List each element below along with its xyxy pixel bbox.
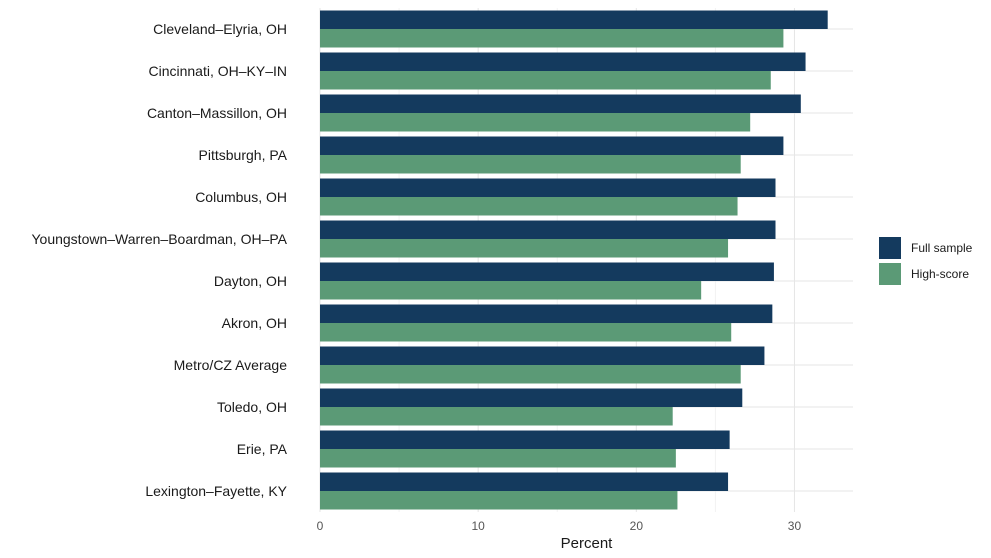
x-axis-title: Percent (561, 535, 614, 552)
bar-high-score (320, 365, 741, 384)
legend-label: High-score (911, 267, 969, 281)
category-label: Lexington–Fayette, KY (145, 483, 287, 499)
category-label: Dayton, OH (214, 273, 287, 289)
bar-high-score (320, 155, 741, 174)
bar-full-sample (320, 430, 730, 449)
bar-high-score (320, 449, 676, 468)
bar-full-sample (320, 52, 806, 71)
bar-full-sample (320, 388, 743, 407)
bar-high-score (320, 323, 732, 342)
x-tick-label: 30 (788, 519, 802, 533)
bar-full-sample (320, 178, 776, 197)
bar-full-sample (320, 346, 765, 365)
category-label: Cleveland–Elyria, OH (153, 21, 287, 37)
bar-high-score (320, 197, 738, 216)
bar-high-score (320, 71, 771, 90)
bar-high-score (320, 29, 784, 48)
category-label: Metro/CZ Average (174, 357, 288, 373)
category-label: Cincinnati, OH–KY–IN (148, 63, 287, 79)
legend-label: Full sample (911, 241, 973, 255)
bar-high-score (320, 281, 702, 300)
category-label: Canton–Massillon, OH (147, 105, 287, 121)
bar-high-score (320, 491, 678, 510)
bar-full-sample (320, 304, 773, 323)
bar-full-sample (320, 94, 801, 113)
bars (320, 10, 828, 510)
category-labels: Cleveland–Elyria, OH Cincinnati, OH–KY–IN… (31, 21, 287, 499)
bar-full-sample (320, 10, 828, 29)
bar-high-score (320, 239, 729, 258)
legend-swatch (879, 237, 901, 259)
legend-swatch (879, 263, 901, 285)
bar-full-sample (320, 472, 729, 491)
category-label: Toledo, OH (217, 399, 287, 415)
x-tick-label: 10 (471, 519, 485, 533)
category-label: Akron, OH (222, 315, 287, 331)
category-label: Pittsburgh, PA (199, 147, 288, 163)
bar-full-sample (320, 262, 774, 281)
bar-high-score (320, 113, 751, 132)
category-label: Erie, PA (237, 441, 288, 457)
x-tick-label: 0 (317, 519, 324, 533)
bar-full-sample (320, 136, 784, 155)
category-label: Youngstown–Warren–Boardman, OH–PA (31, 231, 287, 247)
bar-high-score (320, 407, 673, 426)
legend: Full sample High-score (879, 237, 973, 285)
category-label: Columbus, OH (195, 189, 287, 205)
x-tick-labels: 0 10 20 30 (317, 519, 802, 533)
bar-full-sample (320, 220, 776, 239)
x-tick-label: 20 (630, 519, 644, 533)
